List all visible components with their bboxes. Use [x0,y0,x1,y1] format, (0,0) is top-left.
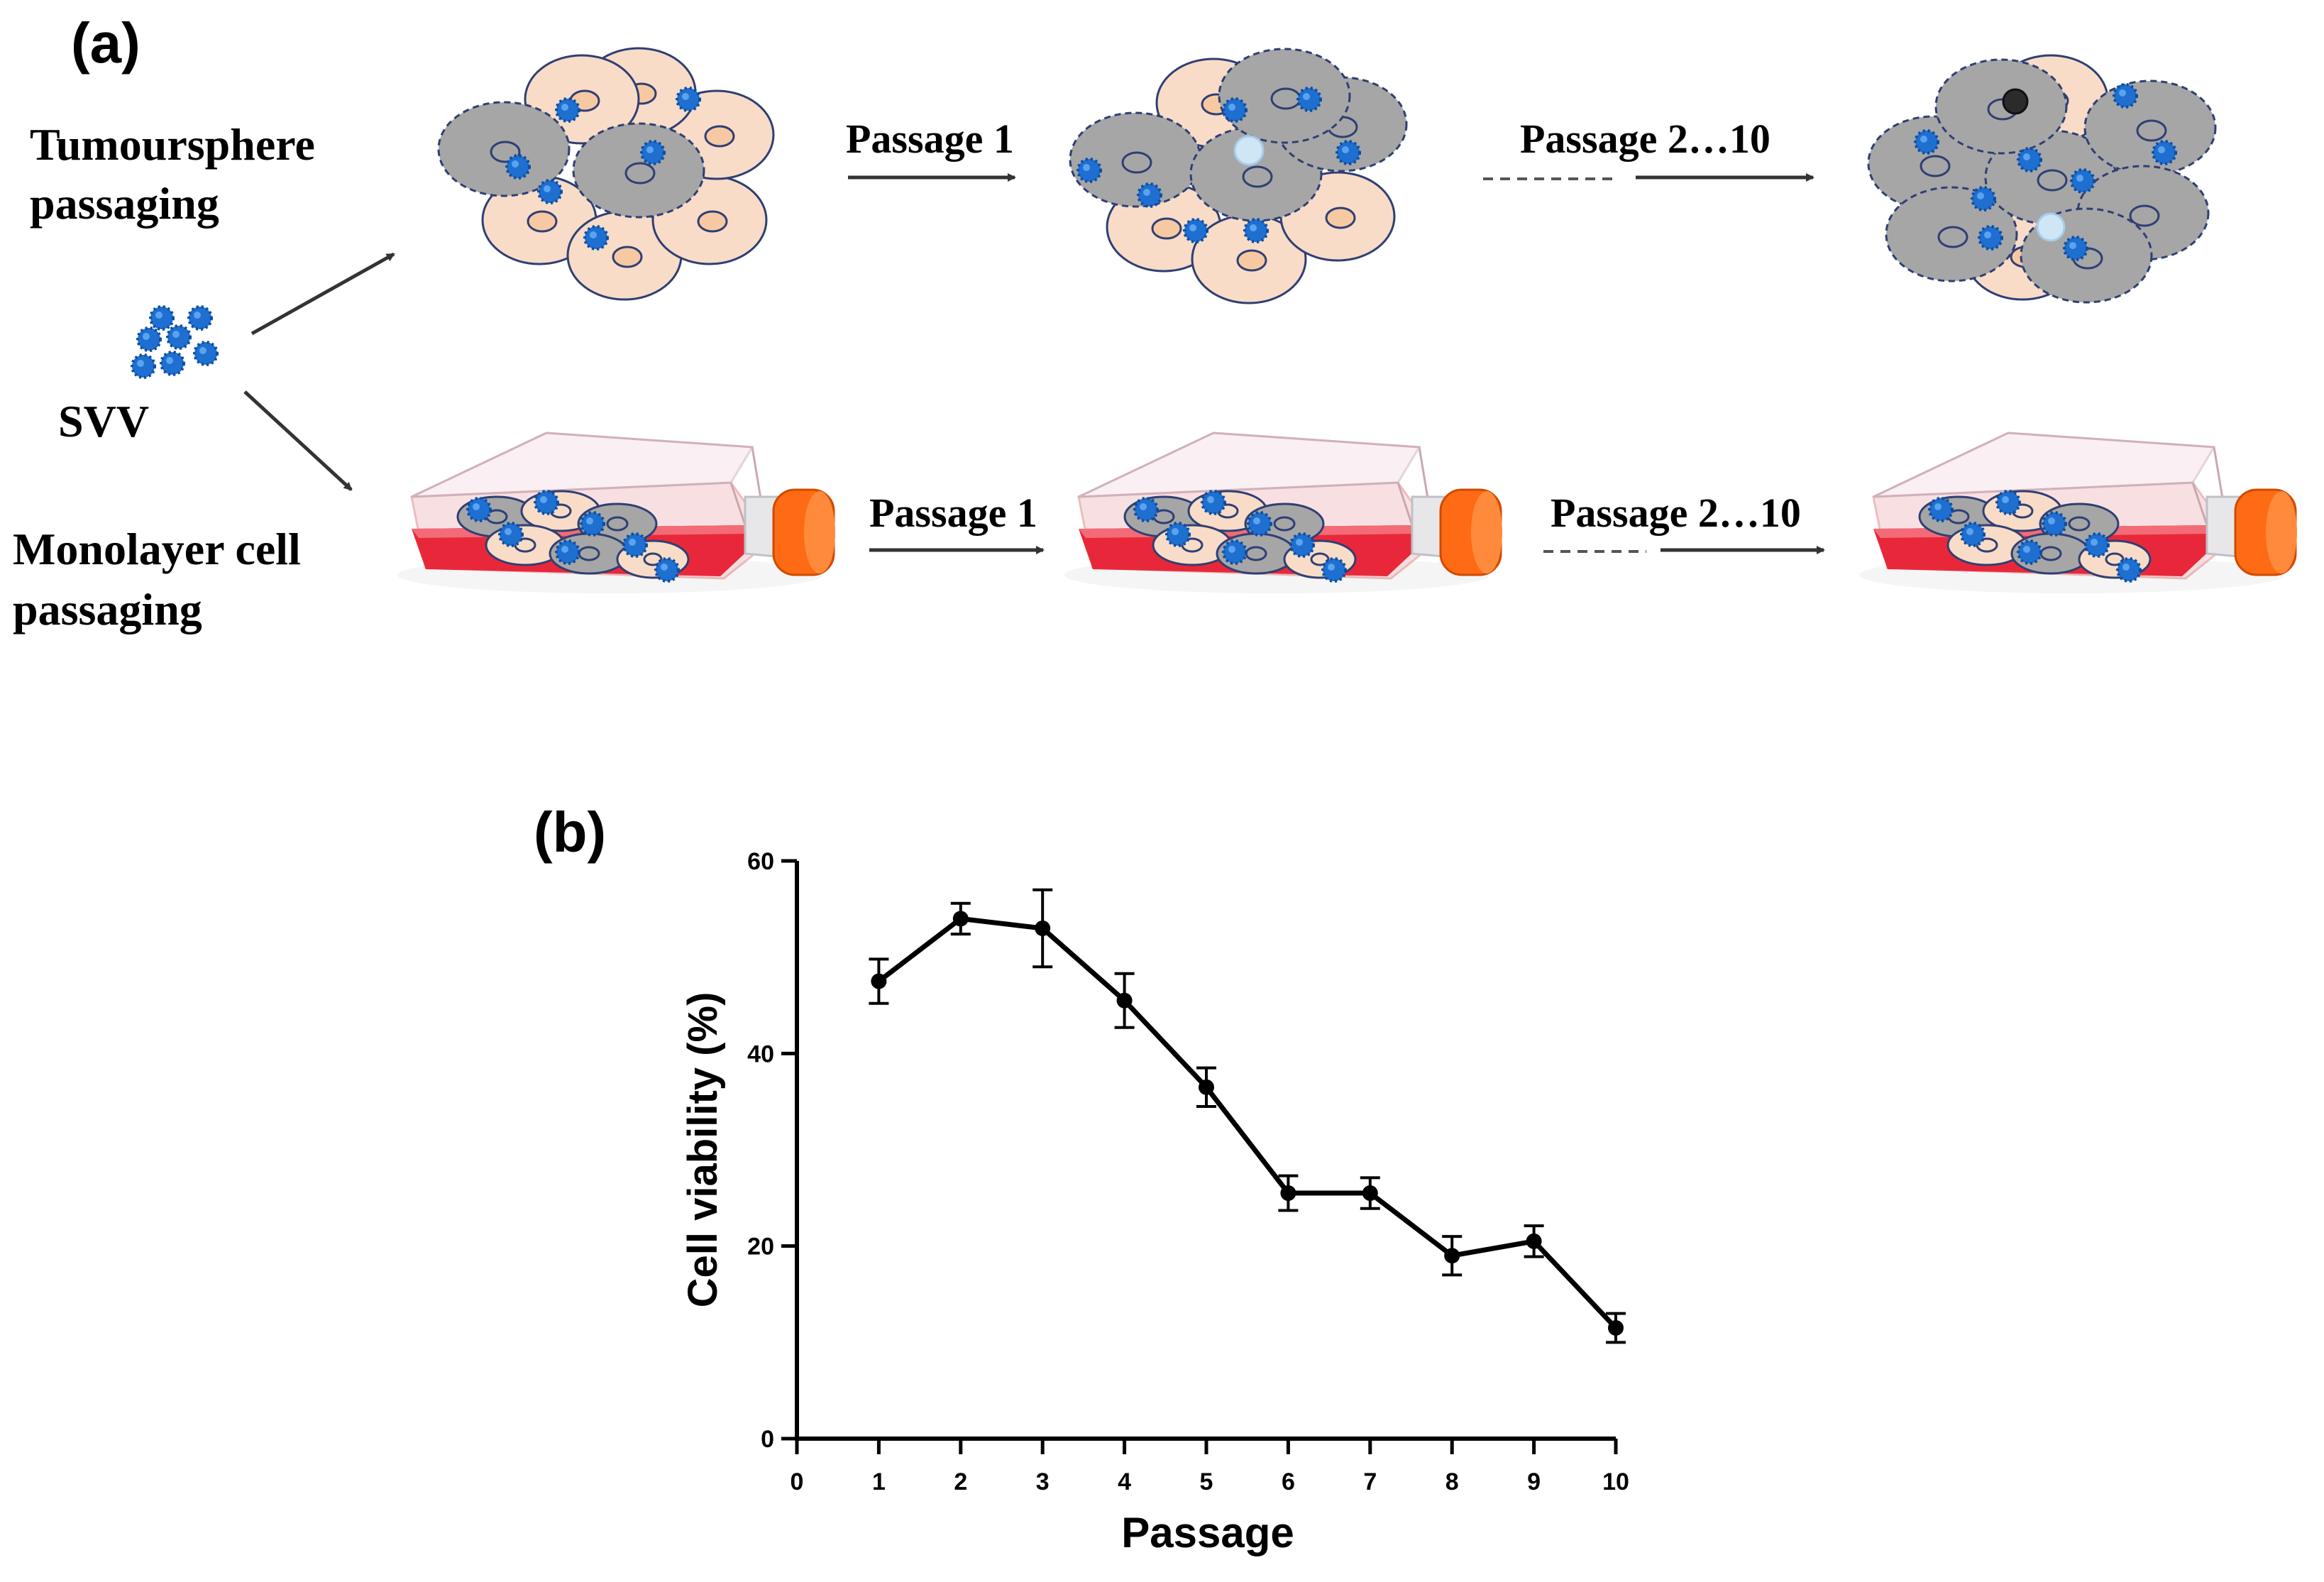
y-tick-label: 0 [761,1426,774,1453]
x-tick-label: 8 [1445,1468,1459,1495]
monolayer-flask-passage-1 [1064,433,1502,593]
svv-label: SVV [58,396,149,446]
monolayer-row-label: Monolayer cell passaging [13,524,301,635]
x-ticks: 0 1 2 3 4 5 6 7 8 9 10 [791,1439,1629,1495]
tumoursphere-row-label: Tumoursphere passaging [30,119,315,229]
virus-particle [149,305,175,331]
svv-virus-cluster [131,305,219,379]
x-tick-label: 0 [791,1468,804,1495]
monolayer-flask-passage-10 [1859,433,2297,593]
x-tick-label: 2 [954,1468,967,1495]
tumoursphere-passage-10 [1867,54,2217,304]
data-point [1280,1185,1296,1202]
x-tick-label: 3 [1036,1468,1050,1495]
x-axis-label: Passage [1121,1509,1294,1556]
x-tick-label: 5 [1200,1468,1213,1495]
tumoursphere-initial [437,47,775,301]
data-point [1444,1248,1460,1264]
data-points [871,911,1624,1336]
tumoursphere-label-line2: passaging [30,178,219,229]
passage-2-10-label-monolayer: Passage 2…10 [1551,490,1801,536]
series-line [877,916,1618,1330]
data-point [1362,1185,1378,1202]
y-axis-label: Cell viability (%) [680,992,726,1308]
passage-1-label-monolayer: Passage 1 [869,490,1037,536]
data-point [1035,920,1051,936]
data-point [1199,1079,1214,1095]
monolayer-flask-initial [397,433,835,593]
panel-b: (b) 0 1 2 3 4 5 6 7 8 9 10 0 20 40 60 Cell viability … [534,801,1629,1556]
virus-particle [160,351,185,376]
tumoursphere-passage-1 [1069,48,1408,304]
arrow-svv-to-tumoursphere [250,252,395,336]
monolayer-label-line1: Monolayer cell [13,524,301,574]
tumoursphere-label-line1: Tumoursphere [30,119,315,170]
panel-b-label: (b) [534,801,606,864]
data-point [1116,992,1133,1009]
x-tick-label: 4 [1118,1468,1131,1495]
y-tick-label: 40 [747,1040,774,1067]
virus-particle [187,305,213,331]
monolayer-label-line2: passaging [13,584,202,635]
x-tick-label: 9 [1527,1468,1541,1495]
data-point [871,973,887,989]
passage-1-label-tumoursphere: Passage 1 [846,116,1014,162]
y-tick-label: 60 [747,848,774,875]
virus-particle [136,326,162,352]
arrow-svv-to-monolayer [243,390,353,491]
x-tick-label: 10 [1602,1468,1629,1495]
panel-a: (a) Tumoursphere passaging SVV Monolayer… [13,11,2297,635]
panel-a-label: (a) [71,11,141,75]
virus-particle [193,341,219,366]
data-point [1608,1319,1624,1336]
x-tick-label: 1 [872,1468,886,1495]
virus-particle [131,353,156,379]
data-point [952,911,969,927]
error-bars [869,888,1626,1344]
passage-2-10-label-tumoursphere: Passage 2…10 [1520,116,1770,162]
y-ticks: 0 20 40 60 [747,848,797,1453]
x-tick-label: 7 [1363,1468,1377,1495]
data-point [1526,1233,1542,1249]
virus-particle [166,324,192,350]
x-tick-label: 6 [1282,1468,1295,1495]
y-tick-label: 20 [747,1234,774,1260]
